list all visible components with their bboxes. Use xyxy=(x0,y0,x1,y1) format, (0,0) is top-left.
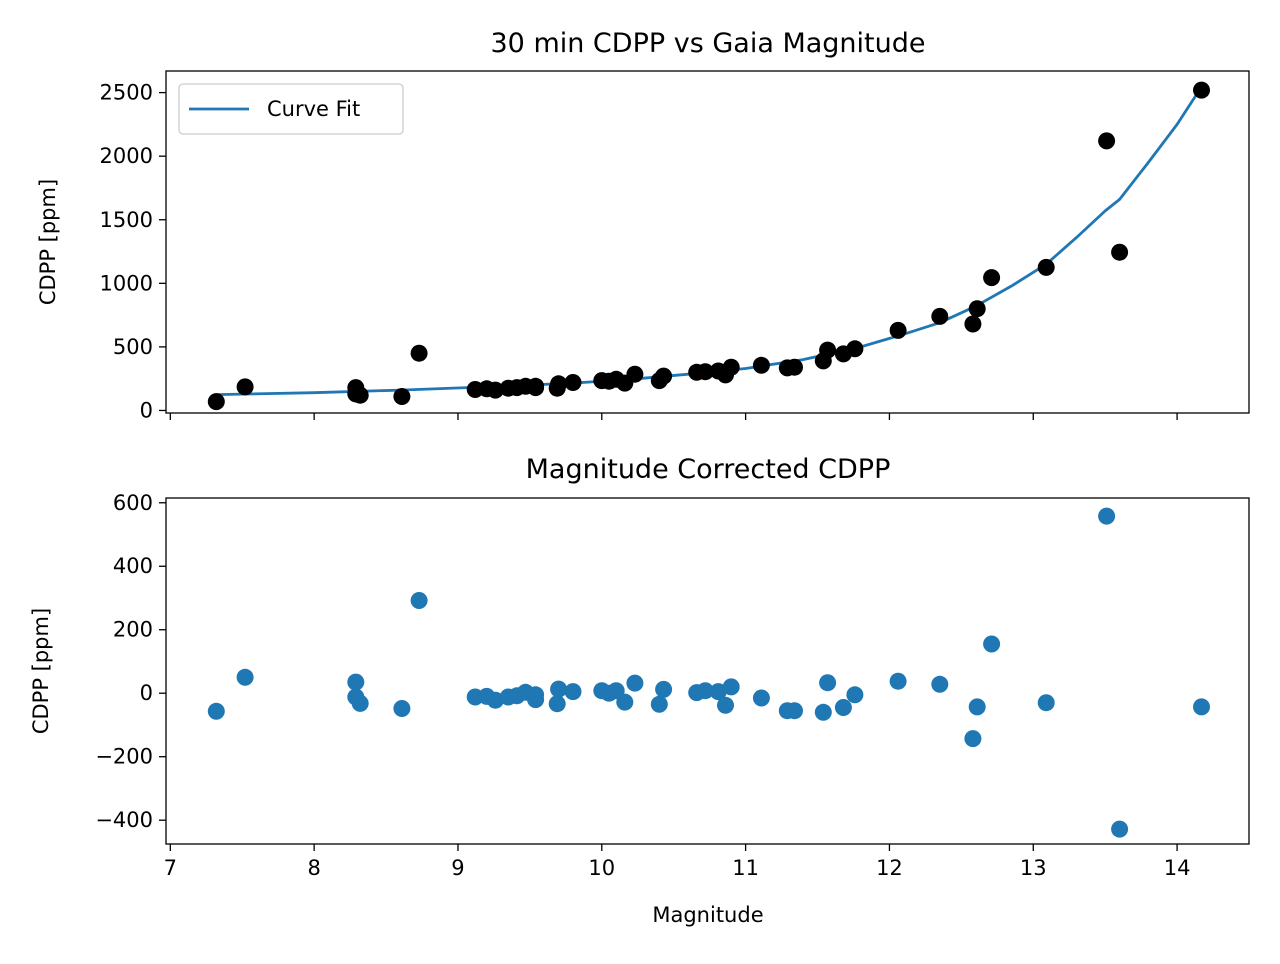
bottom-plot-frame xyxy=(165,497,1250,845)
bottom-data-point xyxy=(752,689,770,707)
bottom-x-tick-label: 8 xyxy=(307,856,320,880)
bottom-data-point xyxy=(486,691,504,709)
bottom-data-point xyxy=(393,700,411,717)
bottom-data-point xyxy=(931,675,949,693)
top-data-point xyxy=(752,356,770,374)
top-y-axis-label: CDPP [ppm] xyxy=(36,179,60,305)
bottom-data-point xyxy=(207,702,225,720)
top-data-point xyxy=(968,300,986,318)
legend-curve-fit-label: Curve Fit xyxy=(267,97,360,121)
top-data-point xyxy=(527,377,545,395)
bottom-data-point xyxy=(616,693,634,711)
top-data-point xyxy=(983,269,1001,287)
bottom-data-point xyxy=(655,680,673,698)
top-data-point xyxy=(550,375,568,393)
bottom-data-point xyxy=(527,691,545,709)
bottom-data-point xyxy=(819,674,837,692)
bottom-data-point xyxy=(351,694,369,712)
bottom-x-tick-label: 11 xyxy=(732,856,759,880)
bottom-data-point xyxy=(347,673,365,691)
bottom-data-point xyxy=(846,686,864,704)
bottom-data-point xyxy=(717,696,734,714)
top-data-point xyxy=(207,393,225,411)
legend-box xyxy=(178,83,404,135)
bottom-y-tick-label: 400 xyxy=(113,554,153,578)
top-data-point xyxy=(1193,81,1210,99)
bottom-data-point xyxy=(236,668,254,686)
top-y-tick-label: 500 xyxy=(113,335,153,359)
bottom-data-point xyxy=(722,678,740,696)
top-plot-frame xyxy=(165,70,1250,414)
bottom-y-tick-label: −200 xyxy=(95,745,153,769)
bottom-x-tick-label: 14 xyxy=(1164,856,1191,880)
top-y-tick-label: 1500 xyxy=(100,208,153,232)
top-y-tick-label: 0 xyxy=(140,398,153,422)
bottom-data-point xyxy=(548,695,566,713)
bottom-x-tick-label: 9 xyxy=(451,856,464,880)
top-data-point xyxy=(351,386,369,404)
top-data-point xyxy=(964,315,982,333)
bottom-panel: Magnitude Corrected CDPP CDPP [ppm] Magn… xyxy=(29,454,1250,927)
top-data-point xyxy=(722,358,740,376)
top-data-point xyxy=(1098,132,1116,150)
top-data-point xyxy=(931,307,949,325)
top-data-point xyxy=(819,341,837,359)
top-panel: 30 min CDPP vs Gaia Magnitude CDPP [ppm]… xyxy=(36,28,1250,422)
top-data-point xyxy=(1037,258,1055,276)
bottom-data-point xyxy=(814,703,832,721)
top-data-point xyxy=(393,388,411,405)
top-data-point xyxy=(410,344,428,362)
top-data-point xyxy=(696,363,714,381)
bottom-data-point xyxy=(889,672,907,690)
top-y-tick-label: 2000 xyxy=(100,144,153,168)
bottom-data-point xyxy=(650,695,668,713)
legend: Curve Fit xyxy=(178,83,404,135)
top-data-point xyxy=(889,321,907,339)
top-y-tick-label: 1000 xyxy=(100,271,153,295)
bottom-y-tick-label: 600 xyxy=(113,491,153,515)
bottom-chart-title: Magnitude Corrected CDPP xyxy=(526,454,891,485)
bottom-x-tick-label: 13 xyxy=(1020,856,1047,880)
bottom-data-point xyxy=(709,683,727,701)
bottom-data-point xyxy=(410,592,428,609)
bottom-y-tick-label: 0 xyxy=(140,681,153,705)
top-data-point xyxy=(786,358,803,376)
bottom-data-point xyxy=(550,680,568,698)
top-data-point xyxy=(1111,243,1129,261)
top-data-point xyxy=(846,340,864,358)
bottom-y-axis-label: CDPP [ppm] xyxy=(29,608,53,734)
bottom-data-point xyxy=(564,683,582,701)
bottom-x-tick-label: 12 xyxy=(876,856,903,880)
bottom-data-point xyxy=(1098,507,1116,525)
bottom-y-tick-label: 200 xyxy=(113,618,153,642)
bottom-data-point xyxy=(1111,820,1129,838)
bottom-x-axis-label: Magnitude xyxy=(652,903,763,927)
bottom-x-tick-label: 7 xyxy=(164,856,177,880)
bottom-data-point xyxy=(834,699,852,716)
bottom-data-point xyxy=(964,730,982,748)
bottom-data-point xyxy=(968,698,986,716)
bottom-x-tick-label: 10 xyxy=(588,856,615,880)
top-data-point xyxy=(236,378,254,396)
top-data-point xyxy=(626,365,644,383)
bottom-data-point xyxy=(1037,694,1055,712)
bottom-y-tick-label: −400 xyxy=(95,808,153,832)
bottom-data-point xyxy=(983,635,1001,653)
top-data-point xyxy=(564,374,582,391)
bottom-data-point xyxy=(696,682,714,700)
bottom-data-point xyxy=(1193,698,1210,716)
bottom-data-point xyxy=(786,702,803,720)
bottom-data-point xyxy=(626,674,644,692)
top-data-point xyxy=(655,367,673,385)
top-y-tick-label: 2500 xyxy=(100,81,153,105)
top-chart-title: 30 min CDPP vs Gaia Magnitude xyxy=(491,28,926,59)
top-data-point xyxy=(486,381,504,399)
